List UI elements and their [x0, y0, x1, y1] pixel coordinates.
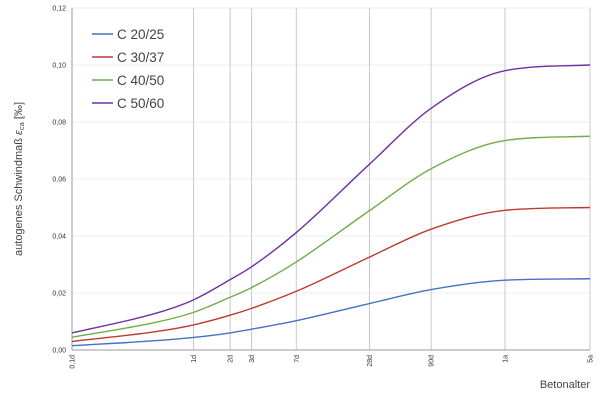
x-tick-label: 7d — [294, 355, 301, 363]
legend-label: C 50/60 — [117, 96, 164, 111]
x-tick-label: 0,1d — [70, 355, 77, 369]
axes — [71, 8, 590, 351]
series-line-3 — [71, 135, 591, 338]
y-tick-label: 0,04 — [52, 234, 66, 241]
y-tick-label: 0,06 — [52, 177, 66, 184]
y-tick-label: 0,10 — [52, 63, 66, 70]
series-line-2 — [71, 206, 591, 343]
x-tick-label: 28d — [367, 355, 374, 367]
grid — [71, 7, 591, 350]
legend-label: C 20/25 — [117, 27, 164, 42]
series-line-4 — [71, 64, 591, 334]
y-tick-labels: 0,00 0,02 0,04 0,06 0,08 0,10 0,12 — [52, 6, 66, 355]
series-line-1 — [71, 278, 591, 347]
x-tick-label: 5a — [588, 355, 595, 363]
y-tick-label: 0,00 — [52, 348, 66, 355]
y-tick-label: 0,12 — [52, 6, 66, 13]
x-tick-label: 90d — [429, 355, 436, 367]
x-tick-label: 1a — [503, 355, 510, 363]
series-lines — [71, 64, 591, 347]
legend: C 20/25 C 30/37 C 40/50 C 50/60 — [92, 27, 164, 111]
x-tick-labels: 0,1d 1d 2d 3d 7d 28d 90d 1a 5a — [70, 355, 595, 369]
x-tick-label: 3d — [249, 355, 256, 363]
y-tick-label: 0,02 — [52, 291, 66, 298]
legend-label: C 30/37 — [117, 50, 164, 65]
y-tick-label: 0,08 — [52, 120, 66, 127]
legend-label: C 40/50 — [117, 73, 164, 88]
y-axis-title: autogenes Schwindmaß εca [‰] — [13, 102, 26, 256]
x-axis-title: Betonalter — [540, 379, 590, 391]
x-tick-label: 1d — [191, 355, 198, 363]
x-tick-label: 2d — [228, 355, 235, 363]
